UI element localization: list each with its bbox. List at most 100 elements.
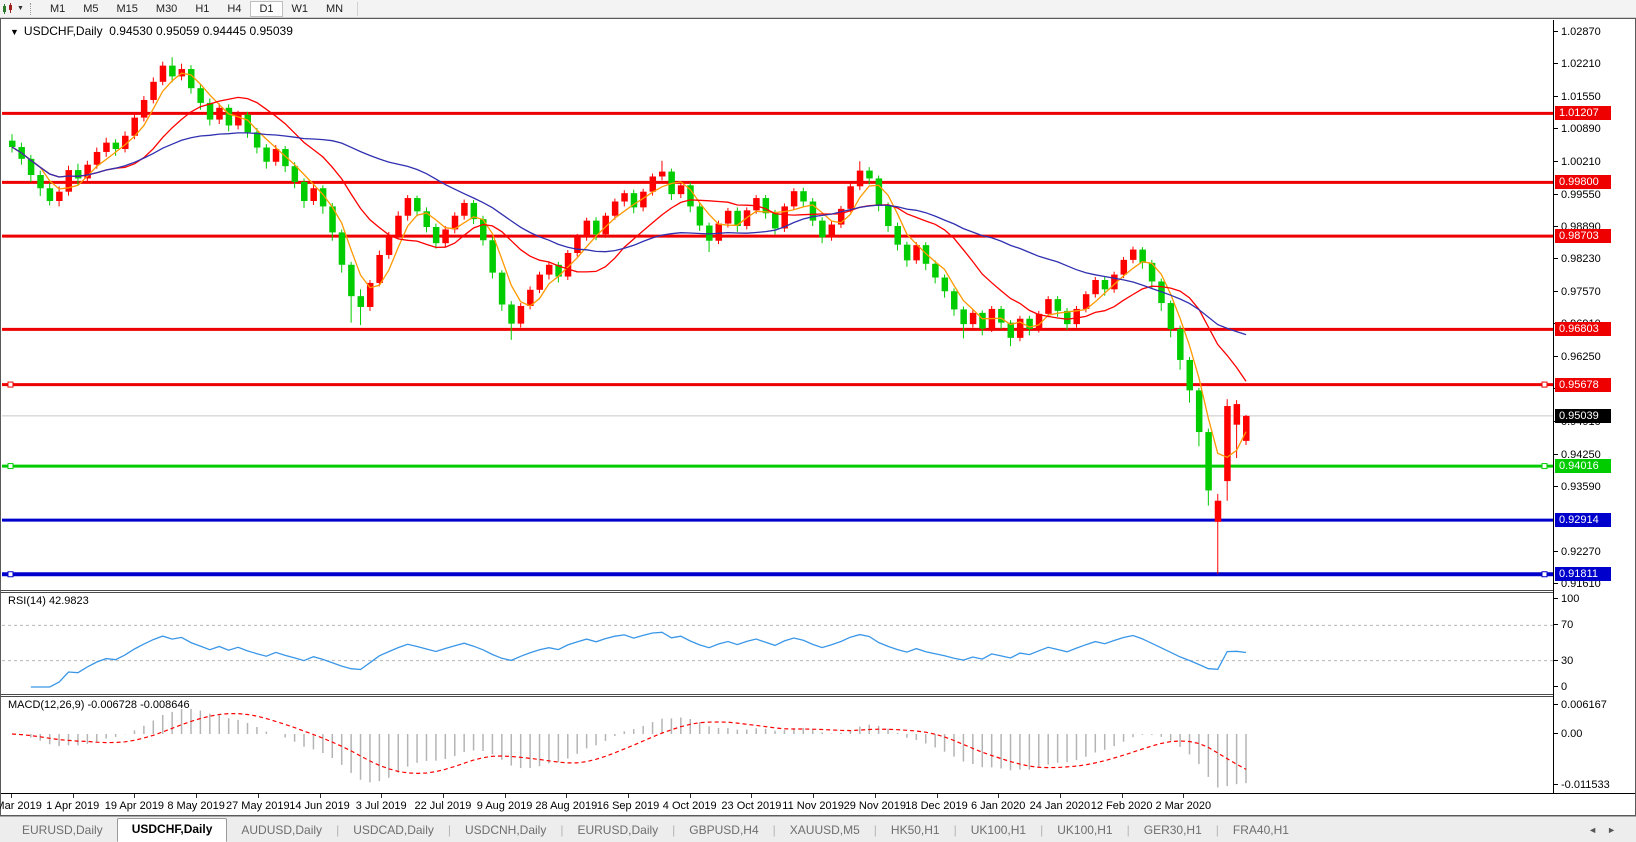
candle-body (630, 193, 638, 208)
chart-tab-usdchf-daily[interactable]: USDCHF,Daily (116, 818, 228, 842)
rsi-indicator-pane[interactable]: RSI(14) 42.9823 (2, 593, 1553, 694)
candle-body (1177, 329, 1184, 360)
ohlc-open: 0.94530 (109, 24, 153, 38)
symbol-collapse-icon[interactable]: ▼ (10, 27, 19, 37)
timeframe-button-m15[interactable]: M15 (116, 2, 138, 15)
candle-body (140, 99, 148, 118)
line-drag-handle[interactable] (7, 463, 14, 470)
candle-body (1186, 359, 1193, 391)
price-axis[interactable]: 1.02870 1.02210 1.01550 1.00890 1.00210 0.995… (1553, 20, 1635, 793)
candle-body (150, 81, 157, 100)
ohlc-high: 0.95059 (156, 24, 200, 38)
candle-body (338, 232, 346, 265)
candle-body (969, 312, 977, 325)
candle-body (1233, 404, 1241, 425)
tab-scroll-left-icon[interactable]: ◄ (1588, 825, 1608, 835)
chart-type-icon[interactable] (2, 2, 15, 15)
tab-separator: | (447, 822, 451, 837)
candle-body (451, 215, 459, 230)
line-drag-handle[interactable] (1541, 381, 1548, 388)
tab-scroll-right-icon[interactable]: ► (1607, 825, 1626, 835)
candle-body (1243, 415, 1250, 441)
candle-body (611, 201, 619, 216)
candle-body (1064, 310, 1071, 325)
chart-tab-uk100-h1[interactable]: UK100,H1 (970, 823, 1027, 837)
candle-body (545, 264, 553, 275)
tab-separator: | (336, 822, 340, 837)
ma-slow-line (11, 132, 1247, 336)
chart-tab-usdcnh-daily[interactable]: USDCNH,Daily (465, 823, 547, 837)
candle-body (329, 206, 336, 233)
candle-body (310, 188, 317, 202)
candle-body (169, 65, 176, 77)
line-drag-handle[interactable] (1541, 463, 1548, 470)
candlestick-chart[interactable] (2, 20, 1553, 590)
chart-tab-eurusd-daily[interactable]: EURUSD,Daily (577, 823, 659, 837)
chart-tab-xauusd-m5[interactable]: XAUUSD,M5 (789, 823, 860, 837)
candle-body (480, 219, 487, 241)
date-tick-mark (11, 794, 12, 798)
rsi-axis-tick: 100 (1554, 593, 1579, 605)
tab-separator: | (1040, 822, 1044, 837)
candle-body (1205, 432, 1212, 491)
line-drag-handle[interactable] (7, 571, 14, 578)
candle-body (772, 213, 779, 229)
timeframe-button-w1[interactable]: W1 (291, 2, 309, 15)
candle-body (508, 304, 515, 324)
candlestick-glyph (3, 2, 12, 14)
timeframe-button-h1[interactable]: H1 (195, 2, 210, 15)
candle-body (1073, 308, 1080, 325)
timeframe-button-mn[interactable]: MN (326, 2, 344, 15)
timeframe-button-m30[interactable]: M30 (155, 2, 178, 15)
line-drag-handle[interactable] (1541, 571, 1548, 578)
timeframe-button-h4[interactable]: H4 (227, 2, 242, 15)
candle-body (781, 206, 788, 229)
candle-body (74, 170, 82, 179)
pane-separator[interactable] (1, 590, 1635, 593)
chart-tab-audusd-daily[interactable]: AUDUSD,Daily (241, 823, 323, 837)
chart-tab-eurusd-daily[interactable]: EURUSD,Daily (22, 823, 103, 837)
chart-tab-usdcad-daily[interactable]: USDCAD,Daily (353, 823, 434, 837)
ohlc-close: 0.95039 (249, 24, 293, 38)
date-tick-mark (628, 794, 629, 798)
chart-tab-hk50-h1[interactable]: HK50,H1 (890, 823, 940, 837)
macd-indicator-pane[interactable]: MACD(12,26,9) -0.006728 -0.008646 (2, 697, 1553, 793)
date-axis-label: 23 Oct 2019 (721, 800, 782, 812)
price-axis-tick: 0.96250 (1554, 351, 1601, 363)
chart-tab-ger30-h1[interactable]: GER30,H1 (1143, 823, 1202, 837)
pane-separator[interactable] (1, 694, 1635, 697)
candle-body (649, 176, 657, 192)
timeframe-button-m5[interactable]: M5 (83, 2, 99, 15)
candle-body (724, 210, 732, 224)
price-line-label: 0.94016 (1555, 459, 1611, 474)
chart-tab-gbpusd-h4[interactable]: GBPUSD,H4 (689, 823, 759, 837)
candle-body (1016, 318, 1024, 338)
date-axis-label: 8 May 2019 (167, 800, 225, 812)
timeframe-button-d1[interactable]: D1 (250, 0, 283, 17)
chart-tab-uk100-h1[interactable]: UK100,H1 (1057, 823, 1113, 837)
date-axis-label: 28 Aug 2019 (535, 800, 598, 812)
candle-body (517, 305, 525, 324)
candle-body (696, 206, 704, 226)
candle-body (1195, 390, 1203, 433)
candle-body (159, 65, 167, 82)
date-tick-mark (566, 794, 568, 798)
price-axis-tick: 1.02870 (1554, 26, 1601, 38)
candle-body (837, 208, 845, 225)
line-drag-handle[interactable] (7, 381, 14, 388)
price-chart-pane[interactable]: ▼ USDCHF,Daily 0.94530 0.95059 0.94445 0.… (2, 20, 1553, 590)
date-tick-mark (998, 794, 1000, 798)
tab-separator: | (560, 822, 564, 837)
candle-body (847, 186, 854, 209)
candle-body (1120, 259, 1128, 275)
chart-tab-fra40-h1[interactable]: FRA40,H1 (1232, 823, 1289, 837)
timeframe-button-m1[interactable]: M1 (49, 2, 66, 15)
macd-main-value: -0.006728 (87, 699, 138, 711)
tab-separator: | (1215, 822, 1219, 837)
candle-body (319, 188, 327, 207)
price-axis-tick: 0.99550 (1554, 189, 1601, 201)
candle-body (583, 220, 591, 237)
chart-type-dropdown-icon[interactable]: ▼ (17, 5, 24, 12)
candle-body (1139, 249, 1146, 263)
